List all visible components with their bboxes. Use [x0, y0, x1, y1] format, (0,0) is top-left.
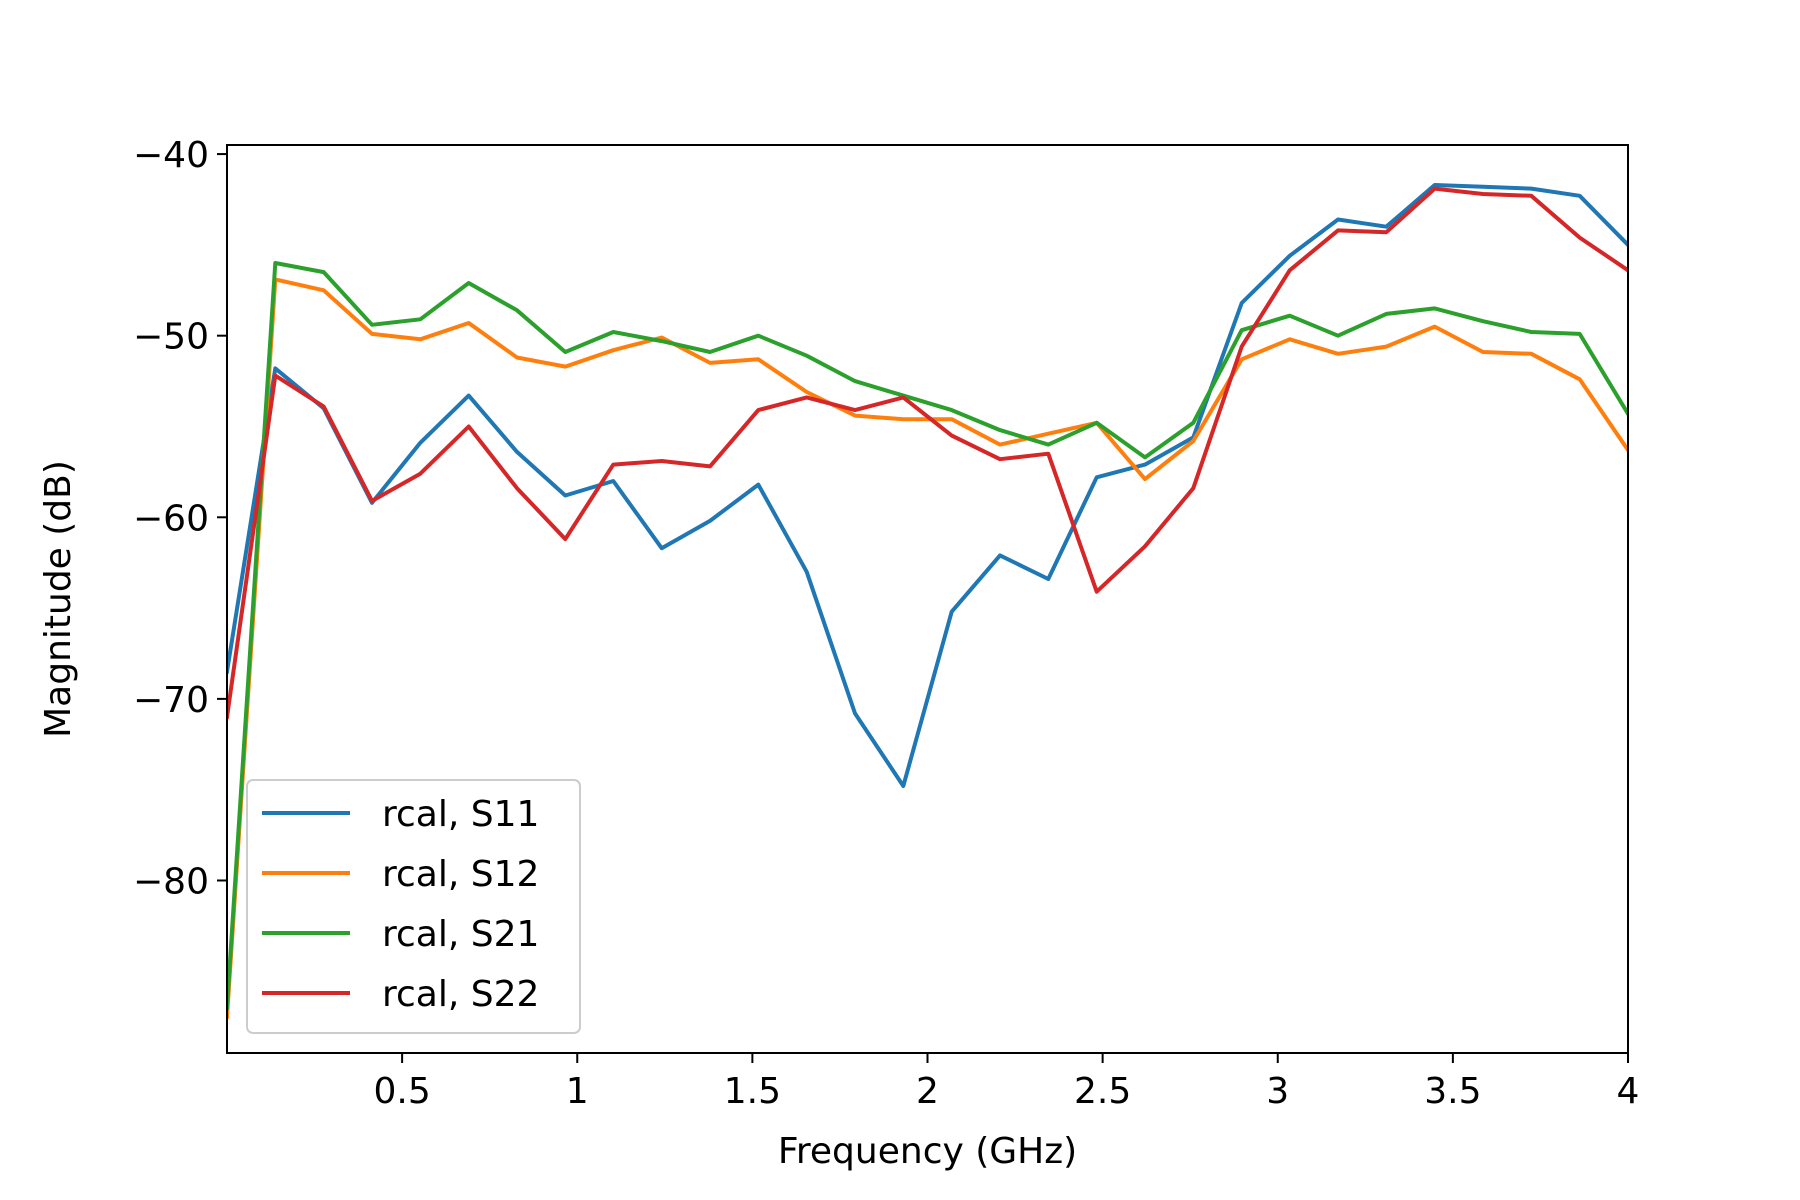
y-axis-label: Magnitude (dB)	[38, 460, 79, 738]
series-layer	[227, 183, 1628, 1019]
legend: rcal, S11 rcal, S12 rcal, S21 rcal, S22	[246, 779, 581, 1034]
x-tick-label: 3.5	[1424, 1071, 1481, 1112]
x-axis-ticks: 0.5 1 1.5 2 2.5 3 3.5 4	[373, 1053, 1639, 1112]
x-tick-label: 0.5	[373, 1071, 430, 1112]
y-tick-label: −50	[133, 317, 209, 358]
x-tick-label: 1	[566, 1071, 589, 1112]
x-tick-label: 2.5	[1074, 1071, 1131, 1112]
y-tick-label: −70	[133, 680, 209, 721]
x-tick-label: 3	[1266, 1071, 1289, 1112]
legend-label: rcal, S22	[382, 974, 539, 1015]
x-tick-label: 2	[916, 1071, 939, 1112]
y-tick-label: −40	[133, 135, 209, 176]
y-axis-ticks: −80 −70 −60 −50 −40	[133, 135, 227, 902]
series-line-rcal-s21	[227, 261, 1628, 1010]
series-line-rcal-s12	[227, 277, 1628, 1019]
series-line-rcal-s22	[227, 186, 1628, 720]
legend-label: rcal, S21	[382, 914, 539, 955]
y-tick-label: −60	[133, 498, 209, 539]
legend-label: rcal, S12	[382, 854, 539, 895]
y-tick-label: −80	[133, 861, 209, 902]
x-axis-label: Frequency (GHz)	[778, 1131, 1077, 1172]
series-line-rcal-s11	[227, 183, 1628, 788]
legend-label: rcal, S11	[382, 794, 539, 835]
legend-box	[246, 779, 581, 1034]
x-tick-label: 1.5	[724, 1071, 781, 1112]
x-tick-label: 4	[1617, 1071, 1640, 1112]
